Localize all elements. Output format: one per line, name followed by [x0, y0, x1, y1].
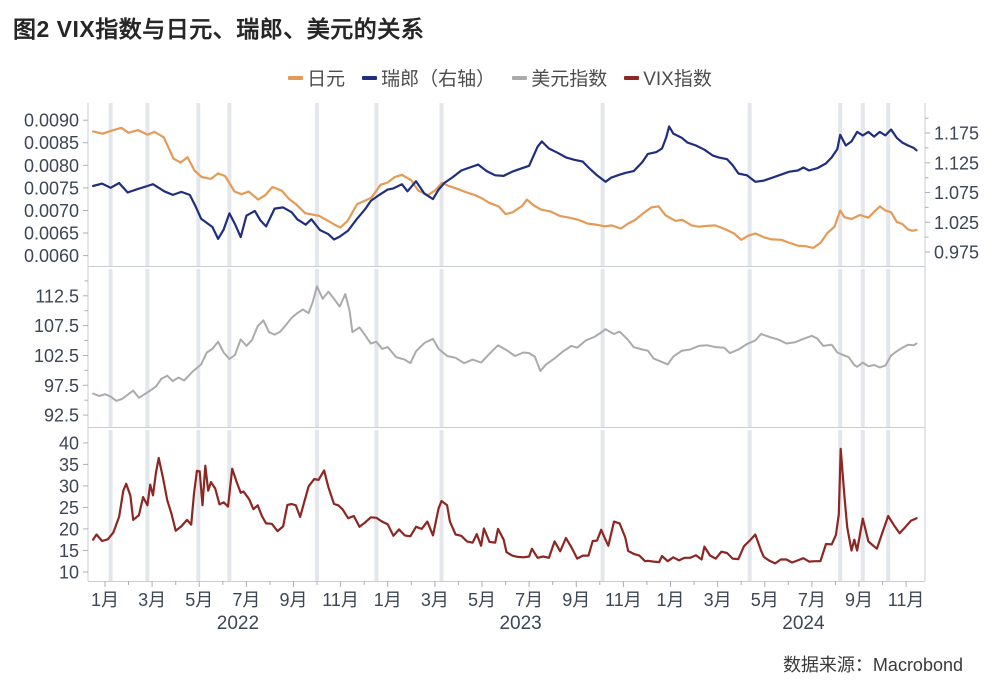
- y-axis-tick-label: 0.0085: [24, 133, 79, 153]
- y-axis-tick-label: 0.0065: [24, 224, 79, 244]
- event-gridline: [315, 430, 319, 581]
- data-source-caption: 数据来源：Macrobond: [782, 655, 963, 675]
- x-axis-month-label: 7月: [232, 590, 260, 610]
- legend-swatch-vix: [624, 75, 640, 80]
- y-axis-tick-label: 35: [59, 455, 79, 475]
- y-axis-tick-label: 0.0075: [24, 178, 79, 198]
- y-axis-tick-label: 92.5: [44, 406, 79, 426]
- event-gridline: [227, 430, 232, 581]
- y-axis-tick-label: 97.5: [44, 376, 79, 396]
- y-axis-tick-label: 102.5: [34, 346, 79, 366]
- x-axis-month-label: 11月: [605, 590, 642, 610]
- y-axis-tick-label: 40: [59, 433, 79, 453]
- event-gridline: [838, 103, 843, 266]
- y-axis-tick-label: 0.0080: [24, 156, 79, 176]
- event-gridline: [439, 269, 444, 427]
- event-gridline: [886, 269, 891, 427]
- x-axis-month-label: 9月: [845, 590, 873, 610]
- x-axis-month-label: 1月: [656, 590, 684, 610]
- y-axis-tick-label: 20: [59, 519, 79, 539]
- y-axis-tick-label: 0.975: [934, 243, 979, 263]
- x-axis-month-label: 3月: [138, 590, 166, 610]
- event-gridline: [108, 430, 113, 581]
- x-axis-month-label: 3月: [704, 590, 732, 610]
- series-line-usd: [92, 285, 918, 402]
- event-gridline: [838, 430, 843, 581]
- x-axis-month-label: 9月: [562, 590, 590, 610]
- series-line-jpy: [91, 126, 918, 249]
- event-gridline: [196, 103, 201, 266]
- event-gridline: [886, 430, 891, 581]
- event-gridline: [838, 269, 843, 427]
- event-gridline: [108, 103, 113, 266]
- y-axis-tick-label: 1.125: [934, 153, 979, 173]
- y-axis-tick-label: 107.5: [34, 316, 79, 336]
- legend-item-chf: 瑞郎（右轴）: [362, 64, 495, 91]
- legend-swatch-chf: [362, 75, 378, 80]
- y-axis-tick-label: 112.5: [35, 286, 79, 306]
- x-axis-month-label: 11月: [322, 590, 359, 610]
- y-axis-tick-label: 1.175: [934, 124, 979, 144]
- event-gridline: [196, 430, 201, 581]
- x-axis-year-label: 2024: [782, 613, 825, 634]
- event-gridline: [860, 103, 865, 266]
- event-gridline: [145, 269, 150, 427]
- x-axis-month-label: 7月: [798, 590, 826, 610]
- y-axis-tick-label: 0.0090: [24, 111, 79, 131]
- event-gridline: [227, 269, 232, 427]
- x-axis-month-label: 7月: [515, 590, 543, 610]
- chart-legend: 日元 瑞郎（右轴） 美元指数 VIX指数: [0, 64, 1000, 91]
- y-axis-tick-label: 0.0070: [24, 201, 79, 221]
- event-gridline: [747, 103, 752, 266]
- event-gridline: [145, 103, 150, 266]
- event-gridline: [439, 430, 444, 581]
- x-axis-month-label: 1月: [91, 590, 119, 610]
- x-axis-year-label: 2022: [217, 613, 259, 634]
- y-axis-tick-label: 1.075: [934, 183, 979, 203]
- x-axis-month-label: 1月: [374, 590, 402, 610]
- legend-label-usd: 美元指数: [531, 69, 608, 90]
- x-axis-month-label: 5月: [185, 590, 213, 610]
- y-axis-tick-label: 0.0060: [24, 246, 79, 266]
- event-gridline: [315, 269, 319, 427]
- event-gridline: [196, 269, 201, 427]
- y-axis-tick-label: 10: [59, 563, 79, 583]
- event-gridline: [860, 430, 865, 581]
- event-gridline: [108, 269, 113, 427]
- x-axis-month-label: 9月: [279, 590, 307, 610]
- y-axis-tick-label: 15: [59, 541, 79, 561]
- legend-item-vix: VIX指数: [624, 64, 712, 91]
- event-gridline: [860, 269, 865, 427]
- y-axis-tick-label: 30: [59, 476, 79, 496]
- legend-swatch-jpy: [288, 75, 304, 80]
- y-axis-tick-label: 25: [59, 498, 79, 518]
- y-axis-tick-label: 1.025: [934, 213, 979, 233]
- legend-item-usd: 美元指数: [512, 64, 607, 91]
- event-gridline: [374, 430, 379, 581]
- event-gridline: [374, 269, 379, 427]
- event-gridline: [600, 269, 605, 427]
- event-gridline: [747, 430, 752, 581]
- x-axis-month-label: 5月: [751, 590, 779, 610]
- event-gridline: [315, 103, 319, 266]
- legend-label-vix: VIX指数: [643, 69, 712, 90]
- legend-label-chf: 瑞郎（右轴）: [381, 69, 496, 90]
- x-axis-month-label: 11月: [888, 590, 925, 610]
- x-axis-month-label: 5月: [468, 590, 496, 610]
- event-gridline: [374, 103, 379, 266]
- event-gridline: [886, 103, 891, 266]
- event-gridline: [600, 430, 605, 581]
- x-axis-year-label: 2023: [499, 613, 541, 634]
- series-line-vix: [91, 447, 918, 565]
- legend-item-jpy: 日元: [288, 64, 345, 91]
- chart-title: 图2 VIX指数与日元、瑞郎、美元的关系: [13, 16, 425, 42]
- event-gridline: [747, 269, 752, 427]
- legend-swatch-usd: [512, 75, 528, 80]
- event-gridline: [600, 103, 605, 266]
- x-axis-month-label: 3月: [421, 590, 449, 610]
- legend-label-jpy: 日元: [307, 69, 346, 90]
- series-line-chf: [91, 125, 918, 241]
